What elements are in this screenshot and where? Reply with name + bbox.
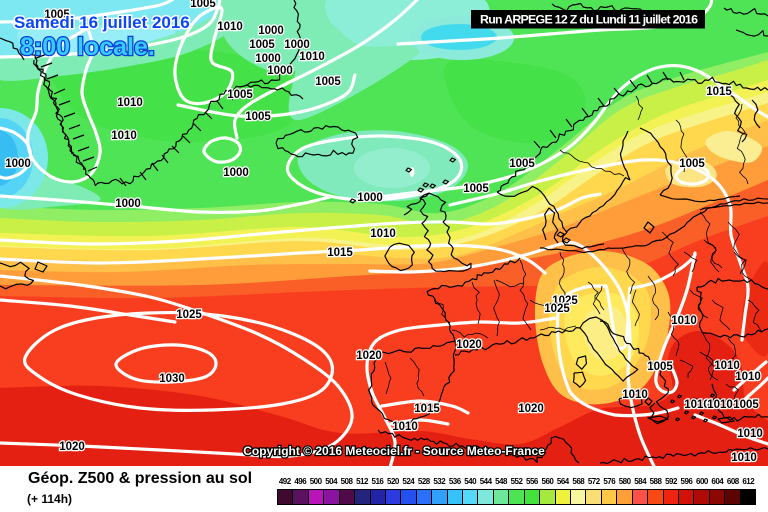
svg-text:1025: 1025 (544, 303, 570, 315)
svg-text:1000: 1000 (255, 53, 281, 65)
svg-text:1005: 1005 (227, 89, 253, 101)
svg-text:1000: 1000 (267, 65, 293, 77)
svg-text:1020: 1020 (518, 403, 544, 415)
svg-text:1000: 1000 (258, 25, 284, 37)
svg-text:1010: 1010 (370, 228, 396, 240)
svg-text:1005: 1005 (647, 361, 673, 373)
svg-text:Run ARPEGE 12 Z du Lundi 11 ju: Run ARPEGE 12 Z du Lundi 11 juillet 2016 (480, 13, 698, 27)
svg-text:1010: 1010 (684, 399, 710, 411)
svg-text:1010: 1010 (217, 21, 243, 33)
svg-text:1025: 1025 (176, 309, 202, 321)
svg-text:1000: 1000 (223, 167, 249, 179)
svg-text:1000: 1000 (115, 198, 141, 210)
svg-text:8:00 locale.: 8:00 locale. (20, 33, 155, 61)
svg-text:1020: 1020 (456, 339, 482, 351)
svg-text:1010: 1010 (714, 360, 740, 372)
svg-text:1010: 1010 (671, 315, 697, 327)
svg-text:1015: 1015 (327, 247, 353, 259)
svg-text:1005: 1005 (315, 76, 341, 88)
svg-text:1005: 1005 (245, 111, 271, 123)
svg-text:Samedi 16 juillet 2016: Samedi 16 juillet 2016 (14, 13, 190, 32)
svg-text:1005: 1005 (509, 158, 535, 170)
svg-text:1005: 1005 (190, 0, 216, 10)
svg-text:1020: 1020 (59, 441, 85, 453)
svg-text:1010: 1010 (735, 371, 761, 383)
svg-text:1010: 1010 (707, 399, 733, 411)
svg-text:1005: 1005 (679, 158, 705, 170)
svg-text:1000: 1000 (5, 158, 31, 170)
svg-text:1010: 1010 (731, 452, 757, 464)
svg-text:1005: 1005 (249, 39, 275, 51)
svg-text:1025: 1025 (552, 295, 578, 307)
svg-text:1010: 1010 (392, 421, 418, 433)
svg-text:1005: 1005 (733, 399, 759, 411)
svg-text:Copyright © 2016 Meteociel.fr: Copyright © 2016 Meteociel.fr - Source M… (243, 444, 545, 458)
svg-text:1010: 1010 (299, 51, 325, 63)
svg-text:1010: 1010 (622, 389, 648, 401)
svg-text:1000: 1000 (284, 39, 310, 51)
svg-text:1015: 1015 (706, 86, 732, 98)
svg-text:1020: 1020 (356, 350, 382, 362)
svg-text:1005: 1005 (463, 183, 489, 195)
svg-text:1005: 1005 (44, 9, 70, 21)
svg-text:1010: 1010 (111, 130, 137, 142)
svg-text:1015: 1015 (414, 403, 440, 415)
svg-text:1010: 1010 (117, 97, 143, 109)
svg-text:1010: 1010 (737, 428, 763, 440)
svg-text:1030: 1030 (159, 373, 185, 385)
svg-text:1000: 1000 (357, 192, 383, 204)
